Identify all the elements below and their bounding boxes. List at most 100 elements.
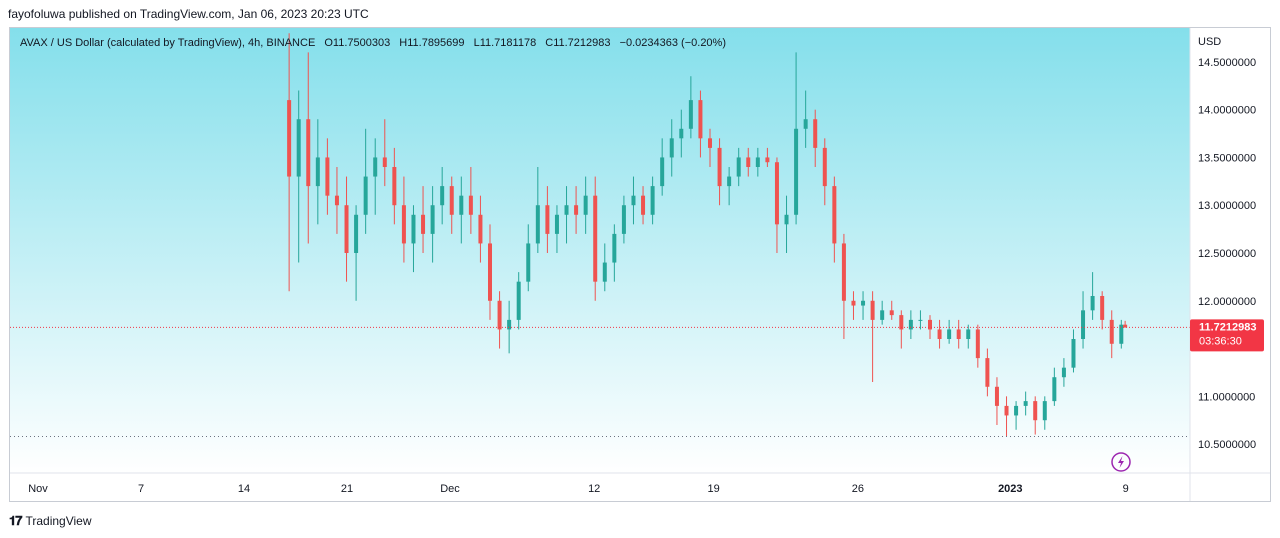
legend-open: O11.7500303 — [324, 37, 390, 49]
candle-body — [344, 205, 349, 253]
time-tick-label: 12 — [588, 483, 600, 495]
candle-body — [727, 176, 732, 187]
candle-body — [985, 358, 990, 387]
candle-body — [908, 319, 913, 330]
candle-body — [698, 100, 703, 139]
plot-background — [10, 28, 1190, 473]
candle-body — [296, 119, 301, 177]
candle-body — [889, 310, 894, 316]
candle-body — [928, 319, 932, 330]
candle-body — [937, 329, 942, 339]
candle-body — [516, 281, 521, 320]
candle-body — [545, 205, 550, 234]
legend-close: C11.7212983 — [545, 37, 610, 49]
candle-body — [478, 214, 483, 244]
candle-body — [870, 300, 875, 320]
candle-body — [583, 195, 588, 215]
candle-body — [1081, 310, 1086, 339]
candle-body — [306, 119, 311, 187]
candle-body — [382, 157, 387, 167]
time-tick-label: 21 — [341, 483, 353, 495]
candle-body — [430, 205, 435, 234]
candle-body — [507, 319, 512, 330]
candle-body — [574, 205, 579, 215]
candle-body — [717, 147, 722, 187]
candle-body — [315, 157, 320, 187]
candles-layer — [287, 33, 1128, 437]
price-tick-label: 10.5000000 — [1198, 439, 1256, 451]
currency-label: USD — [1198, 36, 1221, 48]
candle-body — [918, 319, 923, 321]
candle-body — [621, 205, 626, 234]
candle-body — [1100, 296, 1105, 320]
candle-body — [631, 195, 636, 206]
candlestick-chart[interactable]: AVAX / US Dollar (calculated by TradingV… — [10, 28, 1271, 502]
price-tick-label: 12.0000000 — [1198, 296, 1256, 308]
candle-body — [411, 214, 416, 244]
footer-brand: TradingView — [25, 514, 92, 528]
candle-body — [736, 157, 741, 177]
candle-body — [774, 162, 779, 225]
candle-body — [832, 186, 837, 244]
time-tick-label: 14 — [238, 483, 250, 495]
time-tick-label: 2023 — [998, 483, 1022, 495]
price-tick-label: 14.5000000 — [1198, 57, 1256, 69]
candle-body — [1119, 324, 1124, 344]
candle-body — [334, 195, 339, 206]
price-tick-label: 11.0000000 — [1198, 391, 1255, 403]
candle-body — [1023, 401, 1028, 406]
candle-body — [401, 205, 406, 244]
candle-body — [975, 329, 980, 359]
time-tick-label: Nov — [28, 483, 48, 495]
legend-symbol: AVAX / US Dollar (calculated by TradingV… — [20, 37, 315, 49]
candle-body — [1109, 319, 1114, 344]
candle-body — [497, 300, 502, 330]
candle-body — [861, 300, 866, 306]
candle-body — [440, 186, 445, 206]
price-axis[interactable]: 14.5000000 14.0000000 13.5000000 13.0000000… — [1198, 57, 1256, 451]
candle-body — [947, 329, 952, 339]
time-tick-label: 9 — [1123, 483, 1129, 495]
candle-body — [641, 195, 646, 215]
candle-body — [1014, 405, 1019, 416]
countdown-value: 03:36:30 — [1199, 335, 1242, 347]
candle-body — [841, 243, 846, 301]
legend-change: −0.0234363 (−0.20%) — [620, 37, 726, 49]
candle-body — [612, 233, 617, 263]
candle-body — [669, 138, 674, 158]
candle-body — [688, 100, 693, 129]
price-tick-label: 13.5000000 — [1198, 152, 1256, 164]
candle-body — [354, 214, 359, 253]
legend-high: H11.7895699 — [399, 37, 464, 49]
candle-body — [679, 128, 684, 139]
candle-body — [593, 195, 598, 282]
candle-body — [488, 243, 492, 301]
price-tick-label: 12.5000000 — [1198, 248, 1256, 260]
legend-low: L11.7181178 — [474, 37, 537, 49]
time-tick-label: 26 — [852, 483, 864, 495]
candle-body — [794, 128, 799, 215]
candle-body — [392, 167, 397, 206]
price-tick-label: 14.0000000 — [1198, 105, 1256, 117]
candle-body — [803, 119, 808, 129]
candle-body — [554, 214, 559, 234]
candle-body — [1033, 401, 1038, 421]
candle-body — [650, 186, 655, 215]
last-price-tag-background — [1190, 319, 1264, 352]
chart-container[interactable]: AVAX / US Dollar (calculated by TradingV… — [9, 27, 1271, 502]
candle-body — [1061, 367, 1066, 378]
time-tick-label: 7 — [138, 483, 144, 495]
time-axis[interactable]: 24Nov71421Dec12192620239 — [10, 483, 1129, 495]
candle-body — [813, 119, 818, 148]
candle-body — [325, 157, 330, 196]
candle-body — [602, 262, 607, 282]
last-price-tag: 11.7212983 03:36:30 — [1190, 319, 1264, 352]
candle-body — [708, 138, 712, 148]
candle-body — [1071, 339, 1076, 368]
tradingview-logo-icon: 𝟏𝟕 — [9, 513, 23, 528]
candle-body — [994, 386, 999, 406]
candle-body — [526, 243, 531, 282]
candle-body — [1052, 377, 1057, 402]
candle-body — [851, 300, 856, 306]
lightning-icon[interactable] — [1111, 452, 1131, 472]
